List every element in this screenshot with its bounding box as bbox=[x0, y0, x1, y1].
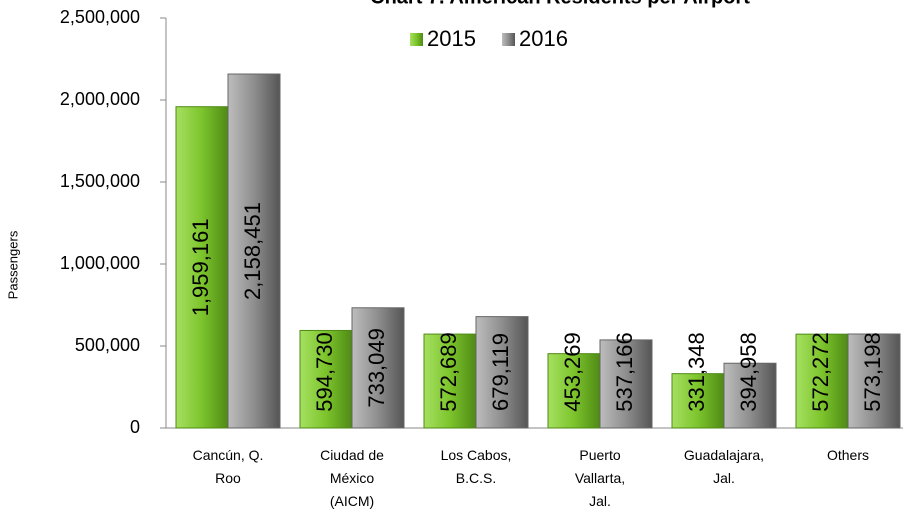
legend-label: 2015 bbox=[427, 26, 476, 51]
bar bbox=[795, 333, 849, 429]
y-tick-label: 1,500,000 bbox=[60, 171, 140, 191]
legend-label: 2016 bbox=[519, 26, 568, 51]
value-label: 453,269 bbox=[560, 332, 585, 412]
value-label: 331,348 bbox=[684, 332, 709, 412]
bar bbox=[847, 333, 901, 429]
value-label: 537,166 bbox=[612, 332, 637, 412]
bar bbox=[175, 106, 229, 429]
value-label: 394,958 bbox=[736, 332, 761, 412]
bar bbox=[547, 353, 601, 429]
y-tick-label: 0 bbox=[130, 417, 140, 437]
x-tick-label: Cancún, Q. Roo bbox=[193, 447, 264, 486]
bar bbox=[227, 73, 281, 429]
x-tick-label: Puerto Vallarta, Jal. bbox=[575, 447, 625, 509]
bar bbox=[475, 316, 529, 429]
y-tick-label: 500,000 bbox=[75, 335, 140, 355]
value-label: 2,158,451 bbox=[240, 202, 265, 300]
bar bbox=[599, 339, 653, 429]
bar bbox=[671, 373, 725, 429]
value-label: 594,730 bbox=[312, 332, 337, 412]
y-tick-label: 1,000,000 bbox=[60, 253, 140, 273]
x-tick-label: Los Cabos, B.C.S. bbox=[441, 447, 512, 486]
x-tick-label: Others bbox=[827, 447, 869, 463]
y-tick-label: 2,000,000 bbox=[60, 89, 140, 109]
y-tick-label: 2,500,000 bbox=[60, 7, 140, 27]
bar bbox=[723, 362, 777, 429]
value-label: 572,272 bbox=[808, 332, 833, 412]
legend-swatch bbox=[502, 33, 515, 46]
legend-swatch bbox=[410, 33, 423, 46]
value-label: 573,198 bbox=[860, 332, 885, 412]
bar bbox=[351, 307, 405, 429]
x-tick-label: Guadalajara, Jal. bbox=[684, 447, 764, 486]
value-label: 1,959,161 bbox=[188, 218, 213, 316]
value-label: 733,049 bbox=[364, 328, 389, 408]
value-label: 679,119 bbox=[488, 333, 513, 411]
chart-title: Chart 7. American Residents per Airport bbox=[370, 0, 750, 8]
x-tick-label: Ciudad de México (AICM) bbox=[320, 447, 384, 509]
y-axis-label: Passengers bbox=[5, 230, 20, 299]
value-label: 572,689 bbox=[436, 332, 461, 412]
